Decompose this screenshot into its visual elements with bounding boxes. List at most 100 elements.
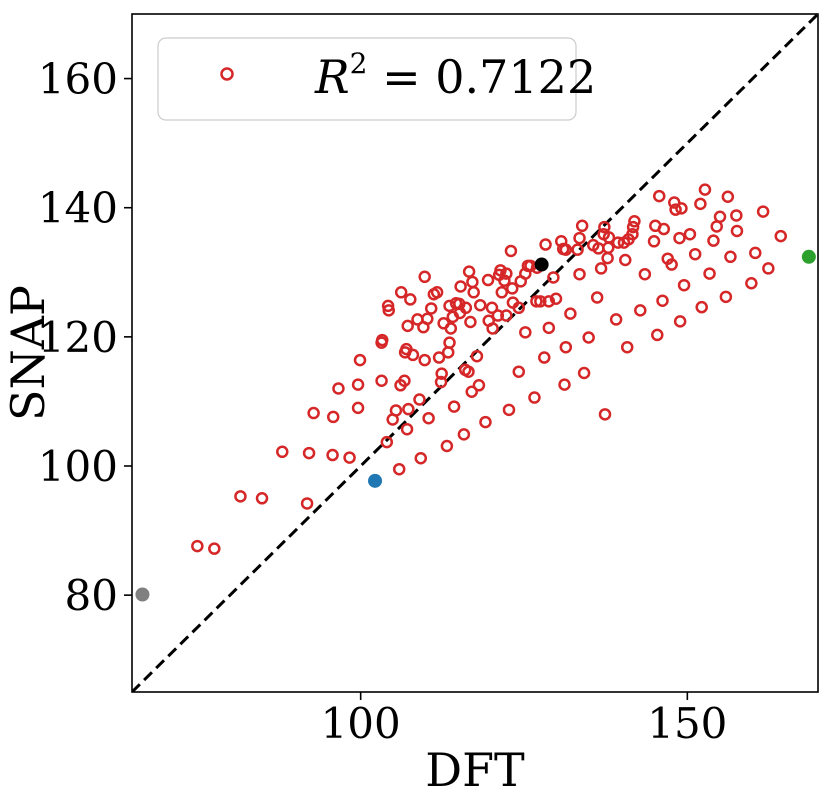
data-point (375, 374, 388, 388)
data-point (713, 210, 727, 224)
data-point (573, 267, 586, 281)
data-point (573, 231, 586, 245)
data-point (730, 224, 744, 238)
data-point (208, 542, 221, 555)
data-point (620, 340, 634, 354)
data-point (464, 315, 477, 329)
data-point (434, 375, 448, 389)
data-point (638, 267, 652, 281)
data-point (698, 183, 712, 196)
data-point (634, 304, 647, 317)
data-point (745, 277, 758, 290)
y-tick-label: 100 (38, 442, 118, 491)
data-point (651, 328, 664, 342)
data-point (719, 290, 733, 304)
data-point (479, 415, 492, 429)
data-point (343, 451, 356, 464)
data-point (326, 448, 339, 462)
data-point (500, 309, 513, 322)
data-point (694, 197, 707, 211)
points-layer (135, 183, 816, 602)
legend-value: = 0.7122 (367, 50, 596, 104)
y-tick-label: 120 (38, 313, 118, 362)
data-point (528, 391, 541, 404)
data-point (398, 374, 411, 388)
data-point (332, 382, 345, 395)
data-point (404, 293, 417, 306)
data-point (669, 203, 682, 216)
data-point (382, 304, 396, 317)
data-point (276, 445, 289, 459)
reference-line-y-equals-x (132, 14, 818, 692)
legend: R2 = 0.7122 (157, 37, 596, 121)
data-point (598, 408, 612, 421)
data-point (519, 326, 532, 339)
data-point (389, 404, 403, 417)
data-point (406, 348, 420, 362)
green-point (801, 249, 816, 264)
data-point (491, 309, 505, 322)
data-point (430, 286, 444, 299)
data-point (547, 271, 560, 284)
data-point (688, 247, 702, 261)
data-point (191, 539, 204, 553)
data-point (481, 273, 495, 287)
data-point (454, 280, 467, 293)
data-point (656, 294, 669, 307)
legend-r: R (314, 50, 350, 104)
data-point (418, 353, 431, 367)
data-point (619, 253, 632, 267)
data-point (505, 282, 519, 295)
data-point (665, 258, 678, 271)
data-point (590, 291, 604, 304)
data-point (392, 462, 406, 476)
data-point (626, 220, 640, 234)
plot-frame (131, 13, 819, 693)
y-tick-label: 140 (38, 184, 118, 233)
data-point (459, 301, 473, 315)
data-point (432, 351, 446, 364)
y-axis-ticks: 80 100 120 140 160 (38, 55, 132, 620)
black-point (534, 257, 549, 272)
data-point (394, 286, 408, 299)
data-point (470, 349, 484, 363)
data-point (602, 231, 616, 244)
data-point (762, 262, 775, 275)
data-point (500, 267, 513, 280)
data-point (652, 189, 666, 203)
data-point (353, 353, 367, 367)
data-point (774, 229, 788, 243)
blue-point (368, 473, 383, 488)
data-point (594, 262, 608, 275)
data-point (462, 365, 475, 378)
data-point (695, 300, 708, 314)
data-point (571, 243, 584, 256)
data-point (657, 222, 671, 236)
data-point (440, 439, 454, 453)
data-point (375, 333, 389, 347)
data-point (611, 236, 625, 249)
y-axis-title: SNAP (1, 285, 55, 421)
data-point (300, 497, 314, 510)
x-axis-ticks: 100 150 (321, 692, 727, 748)
data-point (486, 322, 499, 335)
data-point (421, 312, 434, 326)
x-axis-title: DFT (425, 743, 525, 797)
data-point (472, 379, 486, 392)
data-point (413, 393, 426, 406)
data-point (443, 336, 456, 349)
data-point (457, 428, 471, 441)
data-point (564, 307, 577, 320)
data-point (326, 410, 340, 424)
data-point (381, 299, 395, 313)
data-point (549, 292, 563, 306)
data-point (559, 340, 573, 354)
data-point (447, 400, 461, 413)
data-point (473, 298, 487, 312)
data-point (255, 492, 269, 505)
data-point (530, 295, 543, 308)
data-point (703, 267, 716, 280)
legend-marker (220, 67, 234, 81)
data-point (414, 452, 428, 465)
data-point (351, 378, 365, 391)
